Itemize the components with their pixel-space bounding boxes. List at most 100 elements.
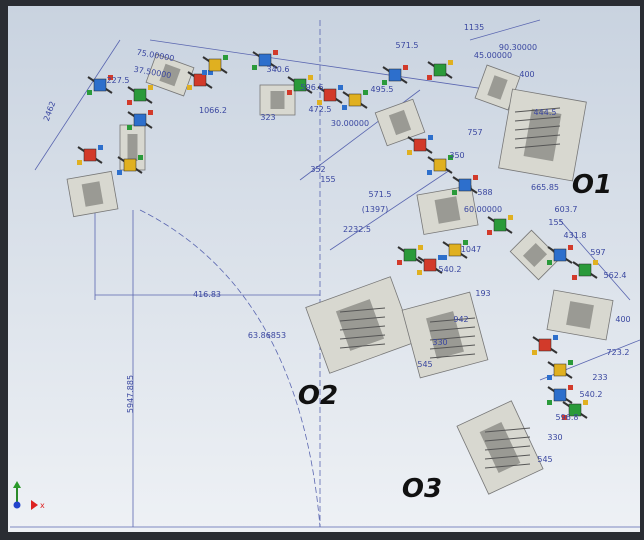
module-tip — [442, 255, 447, 260]
dimension-label: (1397) — [362, 205, 389, 214]
module — [578, 263, 592, 277]
module — [448, 243, 462, 257]
module-tip — [553, 335, 558, 340]
module — [433, 158, 447, 172]
dimension-label: 596.8 — [556, 413, 579, 422]
dimension-label: 330 — [547, 433, 562, 442]
dimension-label: 330 — [432, 338, 447, 347]
module-tip — [448, 155, 453, 160]
dimension-label: 400 — [519, 70, 534, 79]
module-tip — [568, 360, 573, 365]
module — [123, 158, 137, 172]
module-tip — [77, 160, 82, 165]
stage-line — [339, 334, 386, 340]
module — [568, 403, 582, 417]
triad: x — [13, 481, 45, 510]
stage-line — [514, 125, 561, 131]
housing-detail — [434, 196, 461, 224]
module-tip — [417, 270, 422, 275]
housing-detail — [388, 109, 412, 136]
stage-line — [514, 116, 561, 122]
module-tip — [428, 135, 433, 140]
module — [553, 363, 567, 377]
dimension-label: 155 — [548, 218, 563, 227]
module-tip — [438, 255, 443, 260]
dimension-label: 416.83 — [193, 290, 221, 299]
housing-detail — [81, 181, 104, 207]
station-label: O3 — [402, 474, 442, 504]
module-tip — [308, 75, 313, 80]
stage-line — [484, 445, 531, 451]
dimension-label: 942 — [453, 315, 468, 324]
module — [348, 93, 362, 107]
dimension-label: 1135 — [464, 23, 484, 32]
module — [133, 88, 147, 102]
housing-detail — [523, 108, 562, 162]
module-tip — [487, 230, 492, 235]
stage-line — [429, 335, 476, 341]
module-tip — [562, 415, 567, 420]
dimension-label: 30.00000 — [331, 119, 369, 128]
module — [458, 178, 472, 192]
module — [133, 113, 147, 127]
module-tip — [532, 350, 537, 355]
dimension-label: 5947.885 — [126, 375, 135, 413]
module-tip — [138, 155, 143, 160]
module-tip — [547, 375, 552, 380]
housing-detail — [127, 134, 138, 161]
module-tip — [287, 90, 292, 95]
dimension-label: 665.85 — [531, 183, 559, 192]
module — [538, 338, 552, 352]
housing-detail — [487, 75, 508, 100]
station-label: O1 — [572, 170, 612, 200]
module — [293, 78, 307, 92]
dimension-label: 155 — [320, 175, 335, 184]
module-tip — [568, 385, 573, 390]
dimension-label: 545 — [537, 455, 552, 464]
stage-line — [339, 316, 386, 322]
module-tip — [148, 85, 153, 90]
module-tip — [407, 150, 412, 155]
dimension-label: 63.86853 — [248, 331, 286, 340]
module-tip — [148, 110, 153, 115]
dimension-label: 540.2 — [439, 265, 462, 274]
dimension-label: 400 — [615, 315, 630, 324]
module-tip — [363, 90, 368, 95]
dimension-label: 545 — [417, 360, 432, 369]
module-tip — [418, 245, 423, 250]
module-tip — [108, 75, 113, 80]
stage-line — [339, 343, 386, 349]
axis-label: x — [40, 501, 45, 510]
module — [93, 78, 107, 92]
dimension-label: 540.2 — [580, 390, 603, 399]
dimension-label: 227.5 — [107, 76, 130, 85]
stage-line — [339, 307, 386, 313]
dimension-label: 352 — [310, 165, 325, 174]
module-tip — [317, 100, 322, 105]
module-tip — [583, 400, 588, 405]
module — [323, 88, 337, 102]
dimension-label: 588 — [477, 188, 492, 197]
module — [423, 258, 437, 272]
module-tip — [448, 60, 453, 65]
module — [208, 58, 222, 72]
module-tip — [338, 85, 343, 90]
dimension-label: 597 — [590, 248, 605, 257]
dimension-label: 90.30000 — [499, 43, 537, 52]
module-tip — [452, 190, 457, 195]
module-tip — [273, 50, 278, 55]
module-tip — [202, 70, 207, 75]
stage-line — [514, 107, 561, 113]
dimension-label: 757 — [467, 128, 482, 137]
dimension-label: 723.2 — [607, 348, 630, 357]
module-tip — [473, 175, 478, 180]
dimension-label: 60.00000 — [464, 205, 502, 214]
dimension-label: 1066.2 — [199, 106, 227, 115]
module-tip — [427, 170, 432, 175]
housing-detail — [566, 301, 594, 329]
stage-line — [339, 325, 386, 331]
dimension-label: 562.4 — [604, 271, 627, 280]
module-tip — [547, 400, 552, 405]
stage-line — [514, 143, 561, 149]
module-tip — [223, 55, 228, 60]
